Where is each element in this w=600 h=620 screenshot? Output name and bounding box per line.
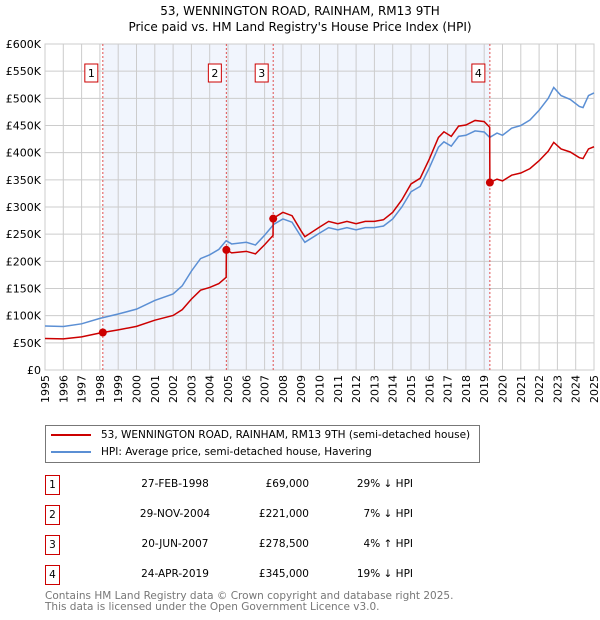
y-tick-label: £200K <box>6 255 42 268</box>
sale-point <box>222 245 231 254</box>
x-tick-label: 2004 <box>204 375 217 403</box>
chart-title: 53, WENNINGTON ROAD, RAINHAM, RM13 9TH <box>160 4 440 18</box>
x-tick-label: 2013 <box>368 375 381 403</box>
x-tick-label: 2020 <box>497 375 510 403</box>
x-tick-label: 2011 <box>332 375 345 403</box>
x-tick-label: 2008 <box>277 375 290 403</box>
y-tick-label: £350K <box>6 174 42 187</box>
legend: 53, WENNINGTON ROAD, RAINHAM, RM13 9TH (… <box>45 425 480 463</box>
plot-border <box>44 43 595 371</box>
y-tick-label: £300K <box>6 201 42 214</box>
footer-copyright: Contains HM Land Registry data © Crown c… <box>45 590 454 602</box>
sale-hpi-diff: 29% ↓ HPI <box>356 478 413 490</box>
sale-number: 2 <box>45 505 60 525</box>
hpi-line <box>44 86 595 328</box>
footer-licence: This data is licensed under the Open Gov… <box>45 601 380 613</box>
sale-number: 4 <box>45 565 60 585</box>
sale-label-box <box>207 63 222 83</box>
y-tick-label: £550K <box>6 65 42 78</box>
x-tick-label: 2021 <box>515 375 528 403</box>
y-tick-label: £50K <box>13 337 42 350</box>
sale-label: 3 <box>258 67 265 80</box>
x-tick-label: 2009 <box>295 375 308 403</box>
sale-price: £345,000 <box>258 568 309 580</box>
y-tick-label: £400K <box>6 147 42 160</box>
x-tick-label: 2016 <box>423 375 436 403</box>
sale-date: 29-NOV-2004 <box>139 508 211 520</box>
x-tick-label: 1996 <box>57 375 70 403</box>
chart-subtitle: Price paid vs. HM Land Registry's House … <box>128 20 472 34</box>
x-tick-label: 2003 <box>185 375 198 403</box>
sale-number: 3 <box>45 535 60 555</box>
sale-date: 27-FEB-1998 <box>141 478 209 490</box>
x-tick-label: 2012 <box>350 375 363 403</box>
sale-point <box>98 328 107 337</box>
sale-label: 4 <box>475 67 482 80</box>
x-tick-label: 2018 <box>460 375 473 403</box>
x-tick-label: 2019 <box>478 375 491 403</box>
x-tick-label: 2025 <box>588 375 600 403</box>
x-tick-label: 2007 <box>259 375 272 403</box>
sale-date: 20-JUN-2007 <box>141 538 209 550</box>
sale-row: 2 29-NOV-2004 £221,000 7% ↓ HPI <box>45 505 413 525</box>
sale-row: 1 27-FEB-1998 £69,000 29% ↓ HPI <box>45 475 413 495</box>
sale-label-box <box>84 63 99 83</box>
y-tick-label: £500K <box>6 92 42 105</box>
x-tick-label: 2015 <box>405 375 418 403</box>
y-tick-label: £450K <box>6 120 42 133</box>
sale-row: 3 20-JUN-2007 £278,500 4% ↑ HPI <box>45 535 413 555</box>
x-tick-label: 2023 <box>551 375 564 403</box>
sale-hpi-diff: 7% ↓ HPI <box>363 508 413 520</box>
sale-hpi-diff: 19% ↓ HPI <box>356 568 413 580</box>
price-chart: £0 £50K £100K £150K £200K £250K £300K £350K £400… <box>6 38 600 403</box>
sale-label: 2 <box>211 67 218 80</box>
x-tick-label: 2014 <box>387 375 400 403</box>
sale-date: 24-APR-2019 <box>141 568 209 580</box>
sale-label-box <box>471 63 486 83</box>
legend-hpi-label: HPI: Average price, semi-detached house,… <box>101 446 372 458</box>
sale-row: 4 24-APR-2019 £345,000 19% ↓ HPI <box>45 565 413 585</box>
legend-property-label: 53, WENNINGTON ROAD, RAINHAM, RM13 9TH (… <box>101 429 471 441</box>
sale-label: 1 <box>88 67 95 80</box>
sale-point <box>485 178 494 187</box>
y-tick-label: £150K <box>6 283 42 296</box>
x-tick-label: 1998 <box>94 375 107 403</box>
property-price-line <box>44 119 595 340</box>
x-tick-label: 2010 <box>314 375 327 403</box>
x-tick-label: 2002 <box>167 375 180 403</box>
x-tick-label: 2017 <box>442 375 455 403</box>
sale-price: £278,500 <box>258 538 309 550</box>
x-tick-label: 2022 <box>533 375 546 403</box>
sale-price: £221,000 <box>258 508 309 520</box>
sale-label-box <box>254 63 269 83</box>
x-tick-label: 1997 <box>76 375 89 403</box>
x-tick-label: 2005 <box>222 375 235 403</box>
x-tick-label: 2006 <box>240 375 253 403</box>
y-tick-label: £100K <box>6 310 42 323</box>
sale-number: 1 <box>45 475 60 495</box>
sale-point <box>269 214 278 223</box>
x-tick-label: 1999 <box>112 375 125 403</box>
x-tick-label: 2000 <box>131 375 144 403</box>
x-tick-label: 2024 <box>570 375 583 403</box>
sale-hpi-diff: 4% ↑ HPI <box>363 538 413 550</box>
legend-property-line <box>51 434 91 436</box>
y-tick-label: £250K <box>6 228 42 241</box>
x-tick-label: 2001 <box>149 375 162 403</box>
y-tick-label: £600K <box>6 38 42 51</box>
y-tick-label: £0 <box>27 364 41 377</box>
sale-price: £69,000 <box>265 478 309 490</box>
legend-hpi-line <box>51 451 91 453</box>
x-tick-label: 1995 <box>39 375 52 403</box>
